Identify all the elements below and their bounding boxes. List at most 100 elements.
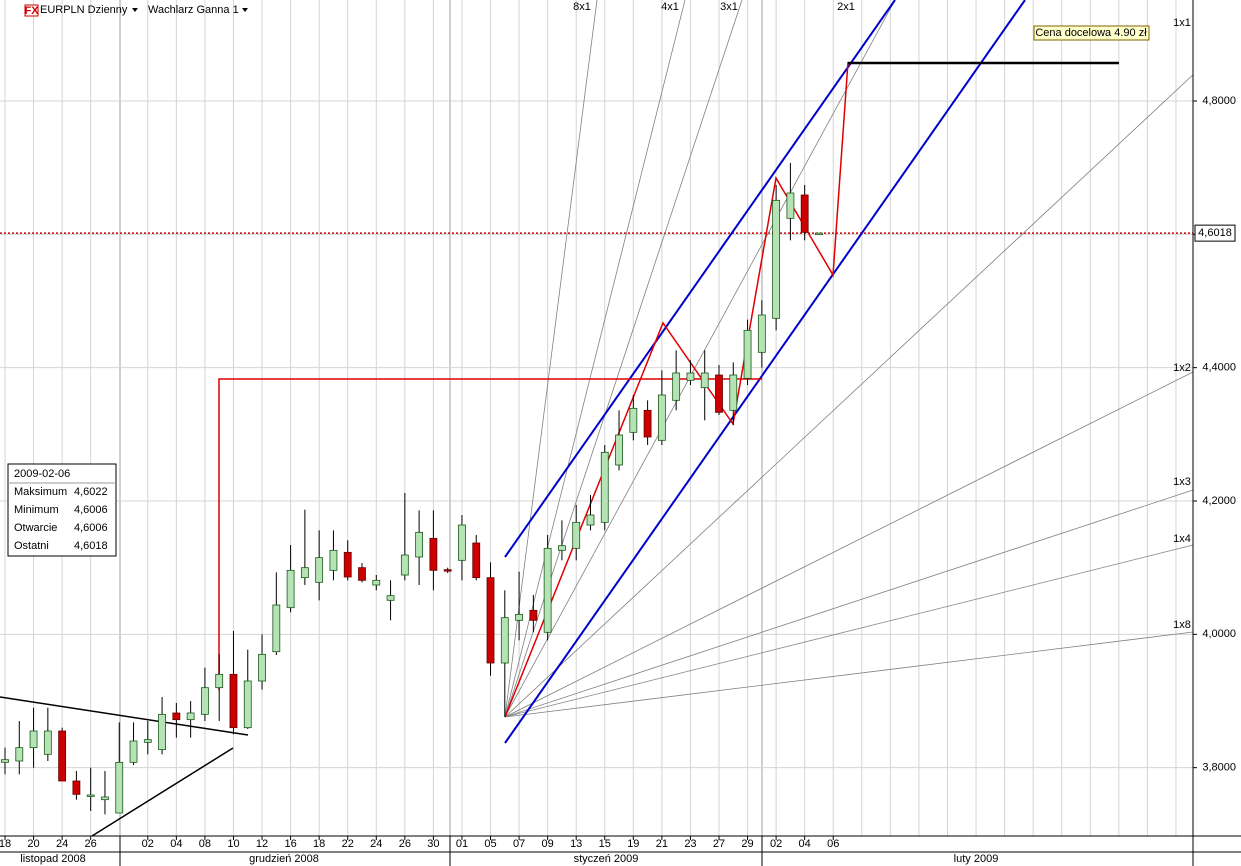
target-box	[1033, 25, 1150, 41]
x-tick-label: 08	[199, 838, 211, 850]
candle-body	[129, 740, 138, 763]
candle-body	[615, 434, 623, 466]
x-tick-label: 23	[684, 838, 696, 850]
x-tick-label: 05	[484, 838, 496, 850]
candle-body	[472, 542, 481, 579]
candle-body	[443, 569, 452, 572]
candle-body	[672, 372, 681, 401]
symbol[interactable]: EURPLN Dzienny	[40, 4, 128, 16]
y-tick-label: 4,8000	[1202, 95, 1236, 107]
x-tick-label: 30	[427, 838, 439, 850]
overlay	[0, 0, 1241, 837]
candle-body	[600, 451, 609, 523]
zigzag	[504, 61, 849, 718]
channel-line	[504, 0, 1026, 744]
candle-body	[415, 531, 424, 558]
grid-layer	[0, 0, 1193, 836]
fan-label: 1x3	[1173, 476, 1191, 488]
fan-label: 1x4	[1173, 533, 1191, 545]
x-tick-label: 06	[827, 838, 839, 850]
info-value: 4,6006	[74, 522, 108, 534]
candle-body	[786, 192, 795, 219]
fx-icon-text: FX	[24, 5, 39, 17]
y-tick-label: 4,2000	[1202, 495, 1236, 507]
month-label: grudzień 2008	[249, 853, 319, 865]
info-label: Minimum	[14, 504, 59, 516]
dropdown-arrow[interactable]	[242, 8, 248, 12]
candle-body	[815, 232, 823, 236]
trend-line	[0, 696, 249, 736]
candle-body	[429, 537, 438, 571]
fan-label: 1x8	[1173, 619, 1191, 631]
candle-body	[286, 569, 295, 609]
fan-label: 1x2	[1173, 362, 1191, 374]
x-tick-label: 16	[284, 838, 296, 850]
candle-body	[743, 329, 752, 379]
info-label: Otwarcie	[14, 522, 57, 534]
info-label: Maksimum	[14, 486, 67, 498]
price-tag-label: 4,6018	[1198, 227, 1232, 239]
x-tick-label: 13	[570, 838, 582, 850]
candle-body	[343, 551, 352, 578]
x-tick-label: 01	[456, 838, 468, 850]
candle-body	[15, 747, 24, 762]
candle-body	[458, 524, 466, 561]
candle-body	[158, 713, 166, 751]
candle-body	[686, 372, 695, 381]
tool-name[interactable]: Wachlarz Ganna 1	[148, 4, 239, 16]
month-label: styczeń 2009	[574, 853, 639, 865]
candle-body	[772, 199, 781, 319]
red-level	[218, 378, 762, 690]
x-tick-label: 24	[56, 838, 68, 850]
candle-body	[715, 374, 723, 413]
candle-body	[1, 759, 9, 763]
x-tick-label: 12	[256, 838, 268, 850]
gann-line	[504, 631, 1194, 718]
x-tick-label: 22	[342, 838, 354, 850]
y-tick-label: 3,8000	[1202, 762, 1236, 774]
x-tick-label: 24	[370, 838, 382, 850]
price-tag	[1194, 224, 1236, 242]
candle-body	[500, 617, 509, 664]
candles	[1, 163, 823, 815]
x-tick-label: 27	[713, 838, 725, 850]
candle-body	[272, 604, 281, 653]
x-tick-label: 10	[227, 838, 239, 850]
gann-line	[504, 29, 1241, 718]
y-tick-label: 4,0000	[1202, 628, 1236, 640]
x-tick-label: 19	[627, 838, 639, 850]
month-label: luty 2009	[954, 853, 999, 865]
x-tick-label: 15	[599, 838, 611, 850]
x-tick-label: 26	[85, 838, 97, 850]
candle-body	[43, 730, 52, 755]
x-tick-label: 02	[142, 838, 154, 850]
candle-body	[657, 394, 666, 441]
dropdown-arrow[interactable]	[132, 8, 138, 12]
candle-body	[757, 314, 766, 353]
candle-body	[315, 557, 324, 583]
info-label: Ostatni	[14, 540, 49, 552]
candle-body	[729, 374, 738, 411]
candle-body	[201, 687, 209, 715]
gann-line	[504, 544, 1194, 718]
candle-body	[586, 514, 595, 526]
trend-line	[91, 747, 234, 837]
info-value: 4,6006	[74, 504, 108, 516]
candle-body	[700, 372, 709, 389]
candle-body	[372, 579, 381, 586]
fan-label: 2x1	[837, 1, 855, 13]
candle-body	[515, 613, 523, 621]
candle-body	[643, 409, 652, 438]
info-date: 2009-02-06	[14, 468, 70, 480]
x-axis-bg	[0, 836, 1241, 866]
x-tick-label: 04	[799, 838, 811, 850]
candle-body	[172, 712, 181, 721]
candle-body	[243, 680, 252, 729]
x-tick-label: 29	[741, 838, 753, 850]
x-tick-label: 09	[542, 838, 554, 850]
candle-body	[486, 577, 495, 664]
gann-line	[504, 489, 1194, 718]
candle-body	[358, 567, 366, 581]
channel-line	[504, 0, 896, 558]
